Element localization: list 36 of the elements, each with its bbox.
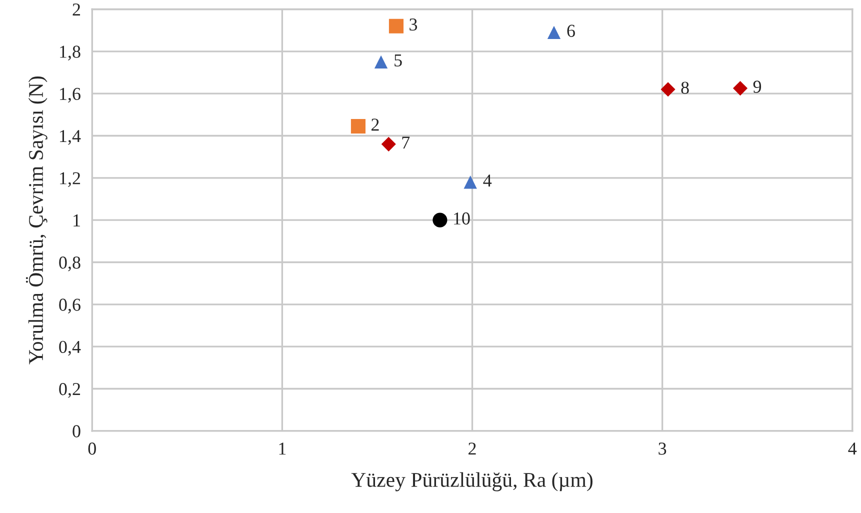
x-axis-title: Yüzey Pürüzlülüğü, Ra (µm) [351,472,592,492]
point [381,136,396,152]
x-tick-label: 2 [468,442,476,455]
annotation: 9 [753,80,762,93]
x-tick-label: 1 [279,442,286,455]
annotation: 4 [483,174,492,186]
y-axis-title: Yorulma Ömrü, Çevrim Sayısı (N) [26,76,48,364]
annotation: 6 [567,24,575,37]
annotation: 7 [402,136,410,149]
point [432,212,448,228]
point [350,118,366,134]
point [732,81,748,96]
x-tick-label: 0 [88,442,96,455]
point [660,82,676,97]
y-tick-label: 2 [72,4,80,16]
y-tick-label: 1,6 [60,88,80,103]
point [547,26,561,40]
x-tick-label: 4 [848,442,857,455]
point [464,176,477,189]
x-tick-label: 3 [658,442,666,455]
y-tick-label: 1,8 [60,46,80,60]
point [388,18,404,34]
point [374,55,388,69]
y-tick-label: 0,8 [59,256,80,272]
annotation: 10 [454,212,470,225]
annotation: 3 [410,18,418,31]
annotation: 2 [372,118,379,131]
y-tick-label: 0 [72,425,80,438]
annotation: 8 [681,82,689,94]
y-tick-label: 1,4 [60,130,81,145]
y-tick-label: 0,4 [59,340,81,356]
y-tick-label: 1,2 [60,172,80,187]
annotation: 5 [394,54,402,66]
y-tick-label: 0,2 [59,383,80,398]
y-tick-label: 1 [74,214,80,226]
y-tick-label: 0,6 [59,298,80,314]
